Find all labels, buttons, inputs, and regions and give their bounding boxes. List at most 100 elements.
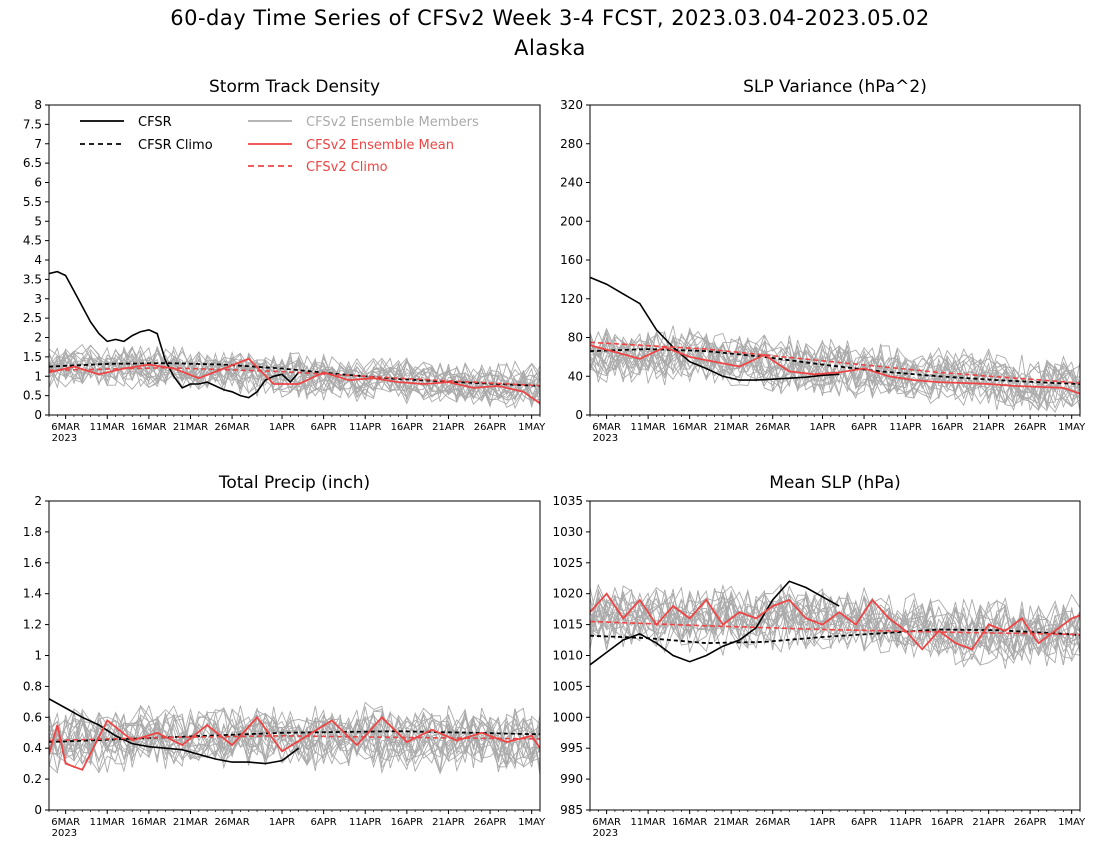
y-tick-label: 120 <box>560 292 583 306</box>
y-tick-label: 1030 <box>552 525 583 539</box>
cfsr-climo-line <box>590 628 1080 645</box>
x-tick-label: 26APR <box>474 817 507 828</box>
x-tick-label: 1APR <box>809 422 835 433</box>
cfsr-line <box>49 698 300 765</box>
y-tick-label: 0.8 <box>23 679 42 693</box>
ensemble-member-line <box>49 710 540 768</box>
y-tick-label: 985 <box>560 803 583 817</box>
ensemble-member-line <box>49 345 540 407</box>
y-tick-label: 1025 <box>552 556 583 570</box>
x-tick-label: 1MAY <box>518 422 546 433</box>
y-tick-label: 990 <box>560 772 583 786</box>
ensemble-member-line <box>590 587 1080 654</box>
cfsv2-climo-line <box>590 341 1080 384</box>
y-tick-label: 0.4 <box>23 741 42 755</box>
x-tick-label: 1MAY <box>1058 817 1086 828</box>
x-year-label: 2023 <box>593 433 618 444</box>
ensemble-member-line <box>590 325 1080 412</box>
x-tick-label: 11APR <box>889 422 922 433</box>
y-tick-label: 1 <box>34 649 42 663</box>
ensemble-member-line <box>49 349 540 407</box>
x-tick-label: 6APR <box>311 817 337 828</box>
ensemble-member-line <box>49 705 540 771</box>
cfsv2-climo-line <box>590 620 1080 636</box>
x-year-label: 2023 <box>52 828 77 839</box>
x-tick-label: 26APR <box>1014 817 1047 828</box>
x-tick-label: 21APR <box>432 817 465 828</box>
plot-area <box>49 270 540 410</box>
y-tick-label: 7 <box>34 137 42 151</box>
x-tick-label: 26MAR <box>755 817 790 828</box>
y-tick-label: 6.5 <box>23 156 42 170</box>
figure-subtitle: Alaska <box>514 36 586 60</box>
ensemble-member-line <box>590 583 1080 666</box>
y-tick-label: 1.8 <box>23 525 42 539</box>
cfsr-line <box>590 276 840 381</box>
y-tick-label: 1010 <box>552 649 583 663</box>
y-tick-label: 8 <box>34 98 42 112</box>
x-tick-label: 6APR <box>851 817 877 828</box>
y-tick-label: 1.2 <box>23 618 42 632</box>
x-tick-label: 11MAR <box>631 422 666 433</box>
y-tick-label: 995 <box>560 741 583 755</box>
y-tick-label: 0.2 <box>23 772 42 786</box>
chart-panel-1: Storm Track Density 0 0.5 1 1.5 2 2.5 3 3.5 4 4.5 5… <box>23 77 546 444</box>
y-tick-label: 0 <box>34 803 42 817</box>
y-tick-label: 2.5 <box>23 311 42 325</box>
x-tick-label: 6MAR <box>51 817 80 828</box>
y-tick-label: 0 <box>575 408 583 422</box>
x-year-label: 2023 <box>52 433 77 444</box>
panel-title: SLP Variance (hPa^2) <box>743 77 927 97</box>
x-tick-label: 6MAR <box>592 422 621 433</box>
x-tick-label: 16MAR <box>131 422 166 433</box>
plot-area <box>49 698 540 776</box>
x-year-label: 2023 <box>593 828 618 839</box>
x-tick-label: 21MAR <box>173 422 208 433</box>
ensemble-member-line <box>49 704 540 765</box>
x-tick-label: 16APR <box>931 817 964 828</box>
ensemble-member-line <box>590 330 1080 404</box>
x-tick-label: 16APR <box>391 817 424 828</box>
legend-members-label: CFSv2 Ensemble Members <box>306 115 479 130</box>
x-tick-label: 11MAR <box>631 817 666 828</box>
cfsv2-climo-line <box>49 734 540 742</box>
x-tick-label: 11MAR <box>90 422 125 433</box>
y-tick-label: 6 <box>34 176 42 190</box>
y-tick-label: 3 <box>34 292 42 306</box>
ensemble-member-line <box>590 330 1080 411</box>
x-tick-label: 1APR <box>269 817 295 828</box>
y-tick-label: 1005 <box>552 679 583 693</box>
y-tick-label: 5 <box>34 214 42 228</box>
figure-title: 60-day Time Series of CFSv2 Week 3-4 FCS… <box>170 6 930 30</box>
x-tick-label: 6MAR <box>592 817 621 828</box>
x-tick-label: 16MAR <box>672 817 707 828</box>
x-tick-label: 26MAR <box>755 422 790 433</box>
y-tick-label: 160 <box>560 253 583 267</box>
y-tick-label: 0 <box>34 408 42 422</box>
x-tick-label: 16APR <box>931 422 964 433</box>
ensemble-member-line <box>590 331 1080 413</box>
y-tick-label: 1000 <box>552 710 583 724</box>
x-tick-label: 6APR <box>851 422 877 433</box>
y-tick-label: 280 <box>560 137 583 151</box>
legend-cfsv2-climo-label: CFSv2 Climo <box>306 160 388 175</box>
x-tick-label: 21APR <box>972 422 1005 433</box>
cfsv2-climo-line <box>49 366 540 387</box>
x-tick-label: 6APR <box>311 422 337 433</box>
x-tick-label: 1MAY <box>1058 422 1086 433</box>
y-tick-label: 240 <box>560 176 583 190</box>
y-tick-label: 5.5 <box>23 195 42 209</box>
y-tick-label: 0.5 <box>23 389 42 403</box>
legend: CFSR CFSR Climo CFSv2 Ensemble Members CFSv… <box>80 115 479 175</box>
plot-area <box>590 276 1080 413</box>
y-tick-label: 7.5 <box>23 117 42 131</box>
legend-cfsr-label: CFSR <box>138 115 172 130</box>
axes-frame <box>589 500 1081 811</box>
y-tick-label: 200 <box>560 214 583 228</box>
x-tick-label: 16APR <box>391 422 424 433</box>
x-tick-label: 11APR <box>889 817 922 828</box>
x-tick-label: 1APR <box>269 422 295 433</box>
x-tick-label: 16MAR <box>131 817 166 828</box>
y-tick-label: 1035 <box>552 494 583 508</box>
